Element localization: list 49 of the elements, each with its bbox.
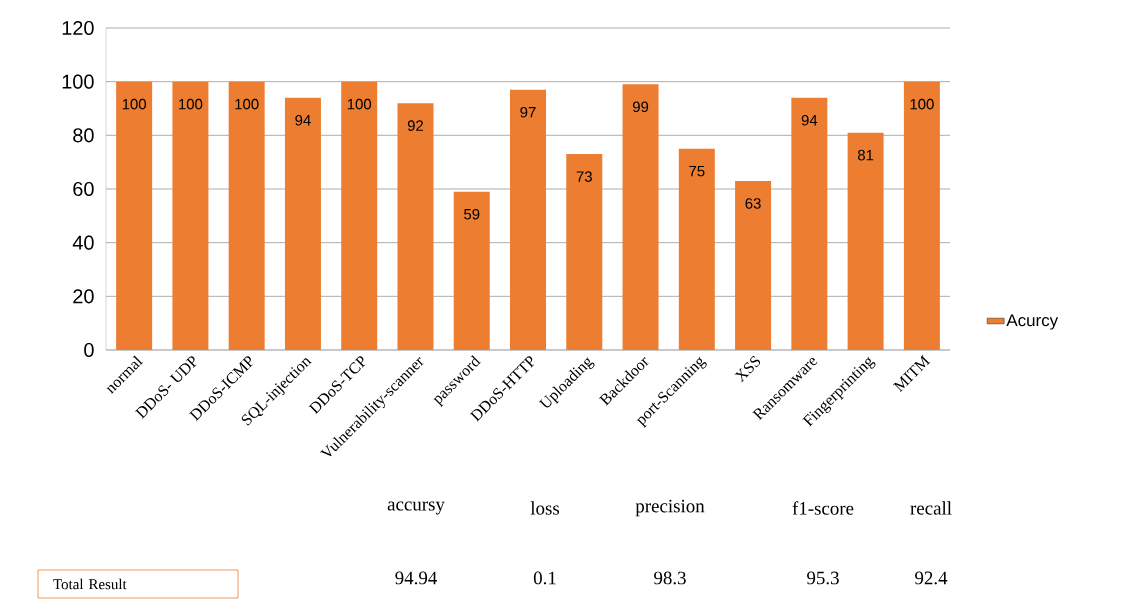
data-label: 97 [520,106,536,118]
text: Total Result [53,578,127,590]
bar [735,180,772,350]
y-tick-label: 60 [73,181,94,197]
y-tick-label: 40 [72,235,94,250]
text: accursy [387,501,445,515]
data-label: 100 [910,98,934,110]
y-tick-label: 0 [84,342,94,358]
y-tick-label: 120 [62,20,94,36]
bar [622,84,659,350]
bar [172,81,209,350]
data-label: 100 [179,98,203,110]
data-label: 94 [295,114,311,126]
data-label: 59 [464,208,480,220]
y-tick-label: 20 [73,289,94,304]
y-tick-label: 80 [73,128,94,143]
data-label: 100 [347,98,372,110]
data-label: 75 [689,165,705,177]
text: 0.1 [533,571,556,585]
text: 94.94 [395,571,438,585]
text: f1-score [792,501,854,515]
text: loss [530,501,560,515]
text: precision [635,499,705,517]
bar [453,191,490,350]
bar [341,81,378,350]
y-tick-label: 100 [62,74,94,89]
data-label: 100 [122,98,146,110]
legend-label: Acurcy [1006,314,1059,330]
bar [903,81,940,350]
data-label: 99 [632,101,649,113]
text: 98.3 [654,571,686,585]
bar [791,97,828,350]
bar [566,154,603,350]
bar [228,81,265,350]
data-label: 63 [745,198,761,209]
bar [284,97,321,350]
text: 95.3 [807,571,839,585]
bar [397,103,434,350]
data-label: 92 [407,120,424,131]
data-label: 94 [801,114,818,126]
bar [678,148,715,350]
data-label: 81 [857,149,874,161]
data-label: 73 [576,171,592,182]
bar [116,81,153,350]
text: 92.4 [915,571,948,585]
bar [847,132,884,350]
bar [510,89,547,350]
data-label: 100 [235,98,259,110]
text: recall [910,501,952,515]
